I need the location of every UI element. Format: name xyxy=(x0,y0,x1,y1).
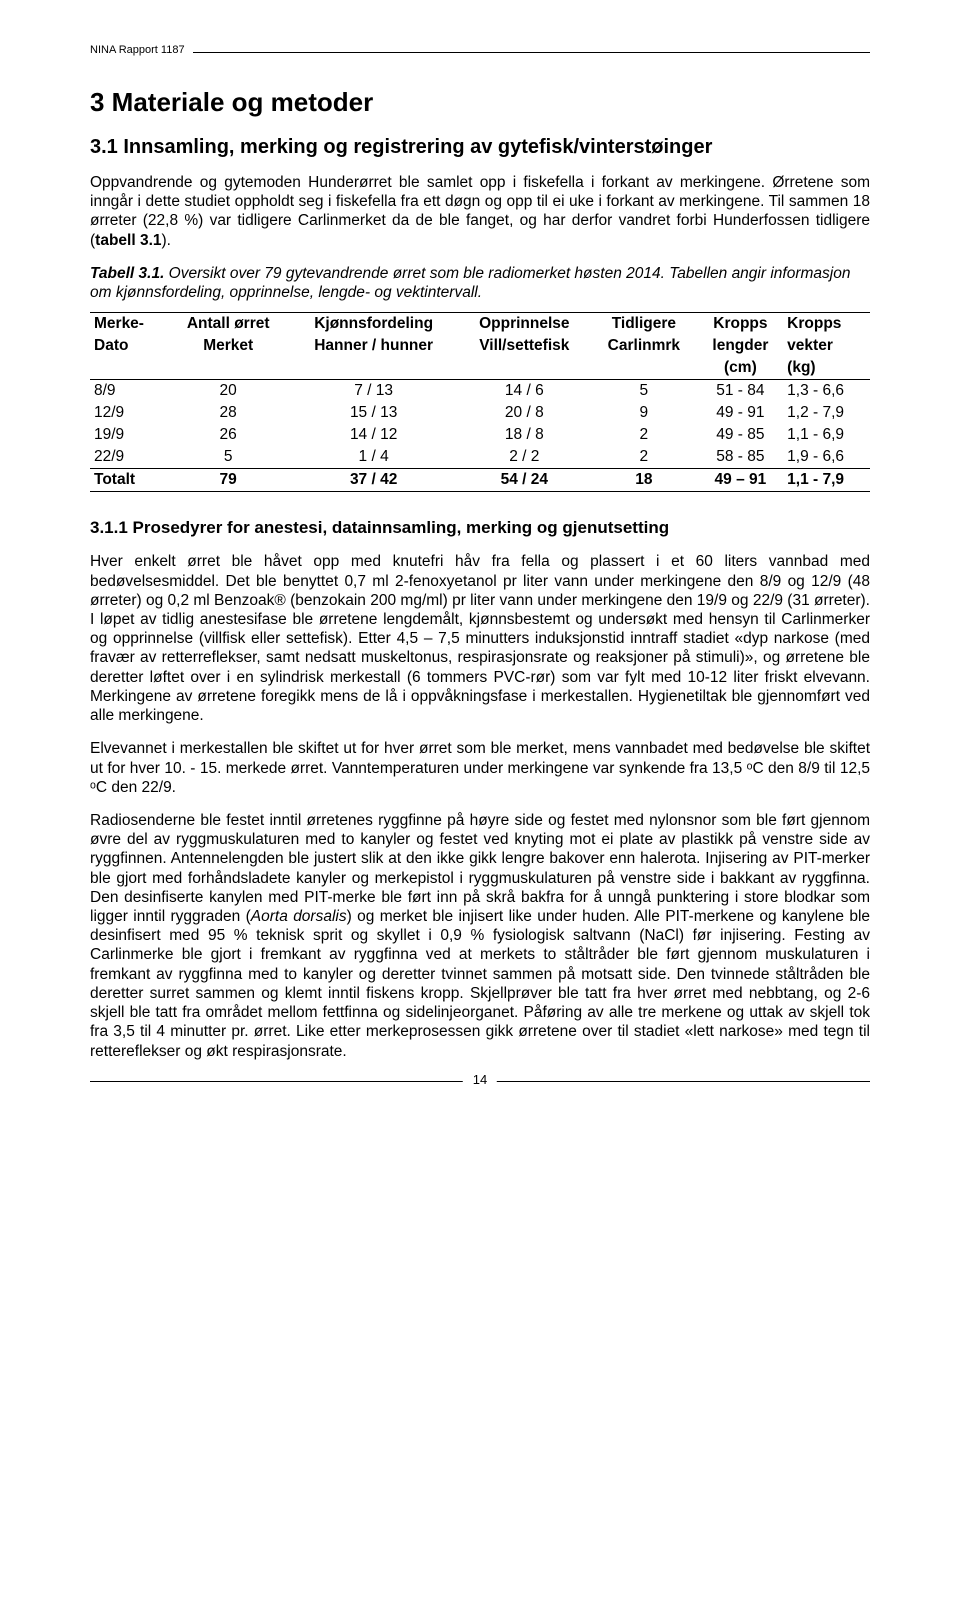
p3-italic: Aorta dorsalis xyxy=(251,908,347,925)
table-body: 8/9 20 7 / 13 14 / 6 5 51 - 84 1,3 - 6,6… xyxy=(90,380,870,492)
th: Tidligere xyxy=(590,313,697,336)
th xyxy=(590,357,697,380)
page-container: NINA Rapport 1187 3 Materiale og metoder… xyxy=(0,0,960,1122)
td: 49 – 91 xyxy=(698,469,784,492)
page-number: 14 xyxy=(463,1072,497,1087)
th xyxy=(168,357,289,380)
td: 58 - 85 xyxy=(698,446,784,469)
table-caption-bold: Tabell 3.1. xyxy=(90,265,164,282)
th: Merke- xyxy=(90,313,168,336)
th: lengder xyxy=(698,335,784,357)
td: 7 / 13 xyxy=(289,380,459,403)
table-total-row: Totalt 79 37 / 42 54 / 24 18 49 – 91 1,1… xyxy=(90,469,870,492)
intro-text-1: Oppvandrende og gytemoden Hunderørret bl… xyxy=(90,174,870,249)
th xyxy=(90,357,168,380)
td: 20 / 8 xyxy=(458,402,590,424)
th: Opprinnelse xyxy=(458,313,590,336)
procedure-paragraph-3: Radiosenderne ble festet inntil ørretene… xyxy=(90,811,870,1061)
section-title: 3 Materiale og metoder xyxy=(90,87,870,118)
td: 26 xyxy=(168,424,289,446)
report-label: NINA Rapport 1187 xyxy=(90,44,193,56)
intro-paragraph: Oppvandrende og gytemoden Hunderørret bl… xyxy=(90,173,870,250)
td: 12/9 xyxy=(90,402,168,424)
th: Hanner / hunner xyxy=(289,335,459,357)
td: 51 - 84 xyxy=(698,380,784,403)
th: Vill/settefisk xyxy=(458,335,590,357)
th: vekter xyxy=(783,335,870,357)
footer-rule: 14 xyxy=(90,1081,870,1082)
data-table: Merke- Antall ørret Kjønnsfordeling Oppr… xyxy=(90,312,870,492)
table-header-row-2: Dato Merket Hanner / hunner Vill/settefi… xyxy=(90,335,870,357)
intro-text-end: ). xyxy=(162,232,171,249)
td: 1,1 - 6,9 xyxy=(783,424,870,446)
td: 22/9 xyxy=(90,446,168,469)
table-caption: Tabell 3.1. Oversikt over 79 gytevandren… xyxy=(90,264,870,302)
td: 2 xyxy=(590,424,697,446)
intro-text-bold: tabell 3.1 xyxy=(95,232,161,249)
td: 1,9 - 6,6 xyxy=(783,446,870,469)
subsection-title: 3.1 Innsamling, merking og registrering … xyxy=(90,136,870,159)
td: 54 / 24 xyxy=(458,469,590,492)
td: 5 xyxy=(168,446,289,469)
td: 2 / 2 xyxy=(458,446,590,469)
table-row: 22/9 5 1 / 4 2 / 2 2 58 - 85 1,9 - 6,6 xyxy=(90,446,870,469)
table-row: 12/9 28 15 / 13 20 / 8 9 49 - 91 1,2 - 7… xyxy=(90,402,870,424)
td: 9 xyxy=(590,402,697,424)
th: Merket xyxy=(168,335,289,357)
td: 1,2 - 7,9 xyxy=(783,402,870,424)
th: Kropps xyxy=(698,313,784,336)
td: 2 xyxy=(590,446,697,469)
p3-part-b: ) og merket ble injisert like under hude… xyxy=(90,908,870,1060)
procedure-paragraph-1: Hver enkelt ørret ble håvet opp med knut… xyxy=(90,552,870,725)
header-rule: NINA Rapport 1187 xyxy=(90,52,870,53)
th: Antall ørret xyxy=(168,313,289,336)
th: Carlinmrk xyxy=(590,335,697,357)
table-header-row-3: (cm) (kg) xyxy=(90,357,870,380)
td: 8/9 xyxy=(90,380,168,403)
td: 15 / 13 xyxy=(289,402,459,424)
td: 20 xyxy=(168,380,289,403)
th: Kropps xyxy=(783,313,870,336)
td: 1 / 4 xyxy=(289,446,459,469)
td: 14 / 12 xyxy=(289,424,459,446)
table-row: 19/9 26 14 / 12 18 / 8 2 49 - 85 1,1 - 6… xyxy=(90,424,870,446)
td: 5 xyxy=(590,380,697,403)
td: 79 xyxy=(168,469,289,492)
td: 1,3 - 6,6 xyxy=(783,380,870,403)
td: 37 / 42 xyxy=(289,469,459,492)
td: 28 xyxy=(168,402,289,424)
td: Totalt xyxy=(90,469,168,492)
td: 18 / 8 xyxy=(458,424,590,446)
table-header-row-1: Merke- Antall ørret Kjønnsfordeling Oppr… xyxy=(90,313,870,336)
procedure-paragraph-2: Elvevannet i merkestallen ble skiftet ut… xyxy=(90,739,870,797)
td: 49 - 85 xyxy=(698,424,784,446)
th xyxy=(458,357,590,380)
td: 1,1 - 7,9 xyxy=(783,469,870,492)
th: (cm) xyxy=(698,357,784,380)
th: Dato xyxy=(90,335,168,357)
th: Kjønnsfordeling xyxy=(289,313,459,336)
th: (kg) xyxy=(783,357,870,380)
table-row: 8/9 20 7 / 13 14 / 6 5 51 - 84 1,3 - 6,6 xyxy=(90,380,870,403)
td: 18 xyxy=(590,469,697,492)
td: 19/9 xyxy=(90,424,168,446)
td: 49 - 91 xyxy=(698,402,784,424)
td: 14 / 6 xyxy=(458,380,590,403)
th xyxy=(289,357,459,380)
subsubsection-title: 3.1.1 Prosedyrer for anestesi, datainnsa… xyxy=(90,518,870,538)
table-caption-rest: Oversikt over 79 gytevandrende ørret som… xyxy=(90,265,850,301)
